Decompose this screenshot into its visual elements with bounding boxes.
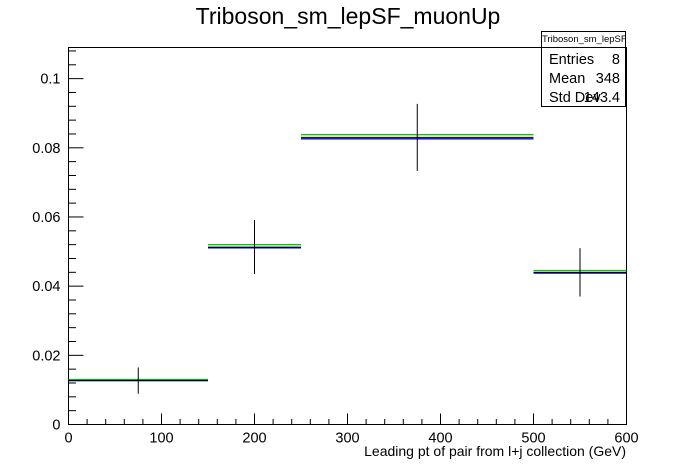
stats-box: Triboson_sm_lepSF_muonUp Entries 8 Mean … (541, 31, 626, 107)
x-tick-label: 200 (242, 431, 266, 447)
y-tick-label: 0 (52, 418, 60, 434)
y-tick-label: 0.02 (32, 348, 60, 364)
chart-title: Triboson_sm_lepSF_muonUp (196, 3, 501, 29)
stats-value: 348 (595, 71, 620, 87)
x-tick-label: 0 (64, 431, 72, 447)
x-tick-label: 400 (428, 431, 452, 447)
x-tick-label: 600 (614, 431, 638, 447)
y-tick-label: 0.04 (32, 279, 60, 295)
stats-row-entries: Entries 8 (549, 51, 620, 70)
stats-label: Std Dev (549, 90, 601, 106)
y-tick-label: 0.06 (32, 210, 60, 226)
x-tick-label: 300 (335, 431, 359, 447)
stats-value: 8 (611, 52, 620, 68)
axes: 0 100 200 300 400 500 600 0 0.02 0.04 0.06 0.08 0.1 (32, 50, 639, 447)
y-tick-label: 0.1 (40, 72, 60, 88)
stats-label: Entries (549, 52, 595, 68)
y-tick-label: 0.08 (32, 141, 60, 157)
stats-label: Mean (549, 71, 586, 87)
stats-header: Triboson_sm_lepSF_muonUp (542, 32, 625, 48)
stats-row-std-dev: Std Dev 143.4 (549, 89, 620, 108)
stats-row-mean: Mean 348 (549, 70, 620, 89)
x-tick-label: 100 (149, 431, 173, 447)
x-axis-label: Leading pt of pair from l+j collection (… (364, 443, 626, 459)
stats-value: 143.4 (583, 90, 620, 106)
histogram-bins (68, 103, 627, 394)
x-tick-label: 500 (521, 431, 545, 447)
